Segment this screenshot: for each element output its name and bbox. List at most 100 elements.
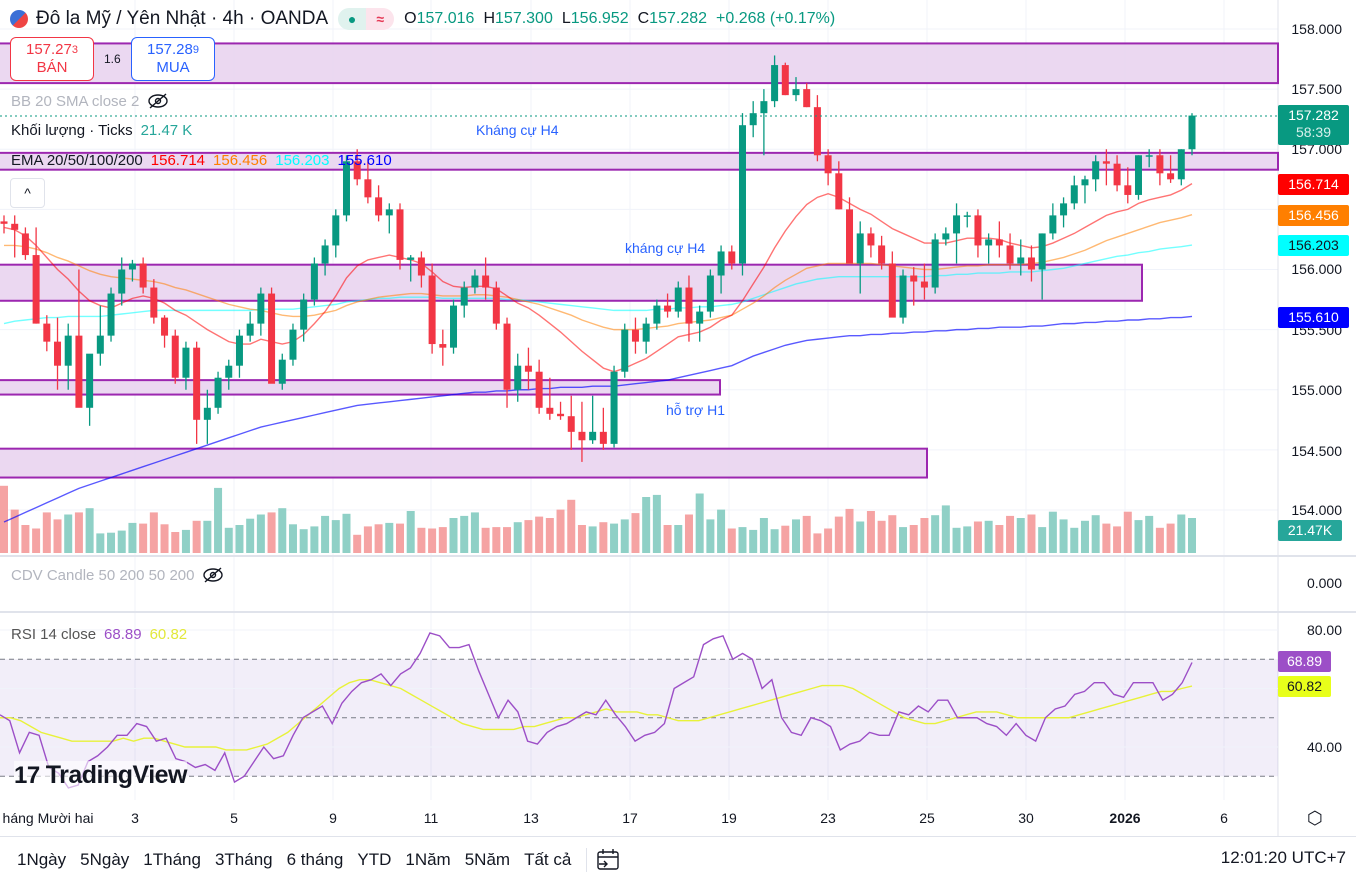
candle-body <box>856 233 864 264</box>
candle-body <box>1167 173 1175 180</box>
candle-body <box>482 275 490 288</box>
candle <box>781 62 789 96</box>
zone-label-support-h1[interactable]: hỗ trợ H1 <box>666 402 725 418</box>
volume-bar <box>931 515 940 553</box>
bb-legend[interactable]: BB 20 SMA close 2 <box>11 92 169 110</box>
candle-body <box>942 233 950 240</box>
candle <box>193 341 201 444</box>
calendar-goto-icon[interactable] <box>595 847 621 873</box>
range-6m-button[interactable]: 6 tháng <box>286 850 344 869</box>
volume-bar <box>53 519 62 553</box>
volume-bar <box>1006 515 1015 553</box>
candle <box>1049 203 1057 240</box>
range-5d-button[interactable]: 5Ngày <box>80 850 130 869</box>
buy-label: MUA <box>156 59 190 76</box>
candle-body <box>888 263 896 318</box>
candle <box>417 251 425 288</box>
candle-body <box>674 287 682 312</box>
candle-body <box>738 125 746 264</box>
volume-bar <box>288 524 297 553</box>
candle-body <box>407 257 415 260</box>
candle-body <box>428 275 436 345</box>
ema50-line <box>4 213 1193 331</box>
candle <box>610 365 618 448</box>
candle-body <box>728 251 736 264</box>
zone-label-resistance-h4[interactable]: Kháng cự H4 <box>476 122 559 138</box>
volume-bar <box>577 525 586 553</box>
sell-button[interactable]: 157.273 BÁN <box>10 37 94 81</box>
candle <box>86 353 94 426</box>
range-1y-button[interactable]: 1Năm <box>405 850 451 869</box>
pane-divider[interactable] <box>0 555 1356 557</box>
candle <box>696 305 704 342</box>
volume-bar <box>374 524 383 553</box>
time-tick-year: 2026 <box>1109 810 1141 826</box>
candle <box>492 281 500 330</box>
volume-legend[interactable]: Khối lượng · Ticks 21.47 K <box>11 122 192 139</box>
candle-body <box>642 323 650 342</box>
zone-label-resistance-h4-lower[interactable]: kháng cự H4 <box>625 240 706 256</box>
candle <box>706 269 714 318</box>
last-price-tag: 157.282 58:39 <box>1278 105 1349 145</box>
volume-bar <box>438 527 447 553</box>
price-tick: 157.000 <box>1291 141 1342 157</box>
rsi-legend[interactable]: RSI 14 close 68.89 60.82 <box>11 626 187 643</box>
volume-bar <box>535 516 544 553</box>
buy-button[interactable]: 157.289 MUA <box>131 37 215 81</box>
candle-body <box>1017 257 1025 264</box>
candle <box>813 95 821 162</box>
volume-bar <box>21 525 30 553</box>
candle-body <box>535 371 543 408</box>
candle <box>310 257 318 306</box>
timezone-clock[interactable]: 12:01:20 UTC+7 <box>1220 848 1346 867</box>
volume-bar <box>759 518 768 553</box>
collapse-legend-button[interactable]: ^ <box>10 178 45 208</box>
bar-countdown: 58:39 <box>1295 124 1332 140</box>
candle-body <box>503 323 511 390</box>
volume-bar <box>856 521 865 553</box>
volume-bar <box>503 527 512 553</box>
candle <box>985 233 993 264</box>
chart-settings-icon[interactable]: ⬡ <box>1307 808 1323 828</box>
candle <box>54 317 62 390</box>
pane-divider[interactable] <box>0 611 1356 613</box>
candle-body <box>246 323 254 336</box>
volume-bar <box>556 509 565 553</box>
volume-bar <box>588 526 597 553</box>
volume-bar <box>171 532 180 553</box>
candle <box>203 389 211 444</box>
ema-legend[interactable]: EMA 20/50/100/200 156.714 156.456 156.20… <box>11 152 392 169</box>
range-all-button[interactable]: Tất cả <box>524 850 572 869</box>
range-1d-button[interactable]: 1Ngày <box>17 850 67 869</box>
tradingview-logo[interactable]: 17 TradingView <box>14 761 188 790</box>
candle-body <box>931 239 939 288</box>
candle <box>888 251 896 318</box>
candle <box>621 323 629 378</box>
symbol-title[interactable]: Đô la Mỹ / Yên Nhật · 4h · OANDA <box>36 8 329 29</box>
volume-bar <box>353 534 362 553</box>
data-delay-icon: ≈ <box>366 8 395 30</box>
volume-bar <box>149 512 158 553</box>
range-1m-button[interactable]: 1Tháng <box>143 850 201 869</box>
candle-body <box>771 65 779 102</box>
time-tick: 17 <box>622 810 638 826</box>
volume-bar <box>899 527 908 553</box>
range-ytd-button[interactable]: YTD <box>357 850 392 869</box>
candle-body <box>867 233 875 246</box>
volume-bar <box>674 525 683 553</box>
range-5y-button[interactable]: 5Năm <box>464 850 511 869</box>
ema100-line <box>3 244 1193 325</box>
range-3m-button[interactable]: 3Tháng <box>214 850 273 869</box>
volume-bar <box>1166 523 1175 553</box>
eye-off-icon[interactable] <box>202 566 224 584</box>
candle <box>1156 149 1164 186</box>
volume-bar <box>278 508 287 553</box>
eye-off-icon[interactable] <box>147 92 169 110</box>
time-tick: 9 <box>329 810 337 826</box>
candle <box>257 287 265 336</box>
volume-bar <box>406 511 415 553</box>
market-status[interactable]: ● ≈ <box>338 8 395 30</box>
cdv-legend[interactable]: CDV Candle 50 200 50 200 <box>11 566 224 584</box>
candle <box>300 293 308 342</box>
